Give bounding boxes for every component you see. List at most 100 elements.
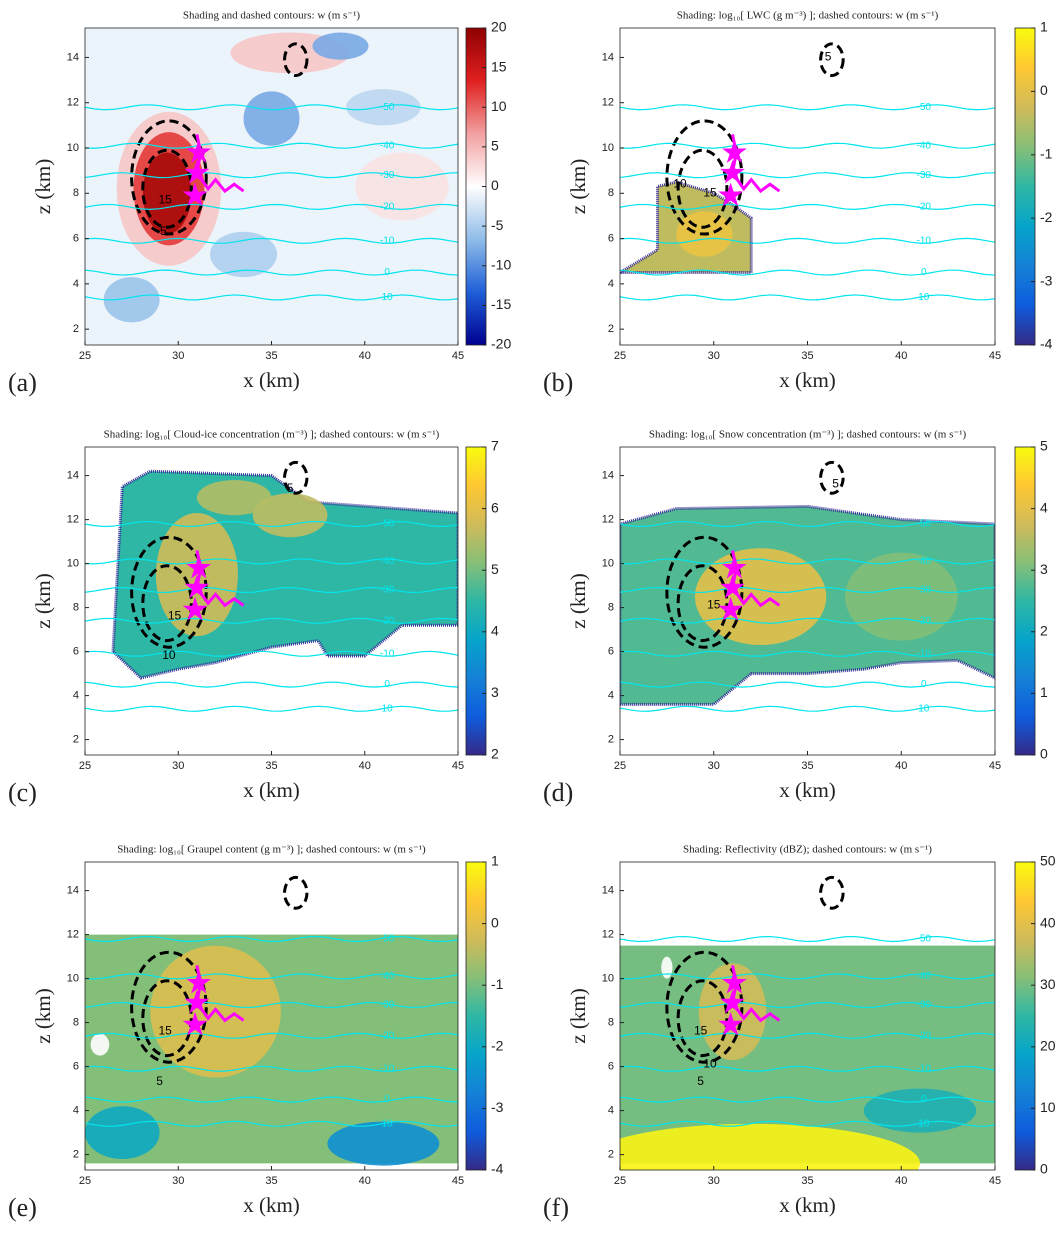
y-tick-label: 8 <box>73 187 79 199</box>
x-tick-label: 40 <box>895 1175 907 1187</box>
isotherm-label: -50 <box>917 102 932 113</box>
title: Shading and dashed contours: w (m s⁻¹) <box>183 10 360 22</box>
isotherm <box>85 558 458 565</box>
isotherm-label: -40 <box>380 971 395 982</box>
isotherm <box>85 203 458 210</box>
colorbar-tick-label: -15 <box>491 296 511 312</box>
x-tick-label: 40 <box>359 760 371 772</box>
isotherm <box>85 104 458 111</box>
isotherm-label: -30 <box>917 170 932 181</box>
shading <box>243 91 300 146</box>
isotherm-label: -30 <box>917 1000 932 1011</box>
isotherm <box>620 1096 995 1103</box>
isotherm-label: 10 <box>382 703 394 714</box>
colorbar-tick-label: 3 <box>1040 561 1048 577</box>
y-tick-label: 10 <box>67 142 79 154</box>
colorbar-tick-label: 4 <box>491 623 499 639</box>
y-tick-label: 12 <box>67 929 79 941</box>
star <box>720 159 745 184</box>
colorbar-tick-label: -1 <box>491 976 504 992</box>
colorbar <box>465 446 487 756</box>
isotherm-label: 10 <box>918 703 930 714</box>
isotherm-label: -30 <box>380 170 395 181</box>
contour-label: 15 <box>159 192 173 206</box>
y-tick-label: 10 <box>67 558 79 570</box>
w-contour <box>283 875 309 910</box>
w-contour <box>676 979 729 1058</box>
isotherm <box>85 1032 458 1039</box>
x-tick-label: 35 <box>265 1175 277 1187</box>
isotherm-label: -40 <box>380 140 395 151</box>
isotherm-label: -20 <box>380 1030 395 1041</box>
colorbar-tick-label: 0 <box>1040 82 1048 98</box>
contour-label: 15 <box>168 609 182 623</box>
colorbar-tick-label: 7 <box>491 438 499 454</box>
y-tick-label: 2 <box>73 323 79 335</box>
isotherm <box>85 973 458 980</box>
y-tick-label: 12 <box>602 97 614 109</box>
colorbar-tick-label: 2 <box>491 746 499 762</box>
isotherm <box>620 935 995 943</box>
y-tick-label: 2 <box>73 1149 79 1161</box>
colorbar-tick-label: 10 <box>1040 1099 1056 1115</box>
isotherm-label: 10 <box>918 1118 930 1129</box>
isotherm-label: -10 <box>917 648 932 659</box>
isotherm <box>620 1032 995 1039</box>
star <box>186 555 212 579</box>
colorbar-tick-label: 0 <box>491 177 499 193</box>
title: Shading: log₁₀[ Cloud-ice concentration … <box>104 429 440 441</box>
shading <box>90 1033 110 1056</box>
plot-area: -50 -40 -30 -20 -10 0 10 15 5 <box>620 460 995 714</box>
isotherm-label: -40 <box>917 140 932 151</box>
isotherm-label: 0 <box>384 267 390 278</box>
contour-label: 15 <box>694 1024 708 1038</box>
isotherm-label: 10 <box>918 292 930 303</box>
isotherm <box>85 617 458 624</box>
isotherm-label: 0 <box>384 1094 390 1105</box>
y-tick-label: 2 <box>608 734 614 746</box>
isotherm <box>620 586 995 594</box>
x-tick-label: 35 <box>265 760 277 772</box>
x-tick-label: 30 <box>172 1175 184 1187</box>
isotherm <box>620 142 995 149</box>
plot-area: -50 -40 -30 -20 -10 0 10 15 5 <box>85 28 458 345</box>
isotherm <box>620 203 995 210</box>
shading <box>620 1123 920 1170</box>
colorbar-tick-label: 20 <box>491 19 507 35</box>
isotherm-label: -40 <box>380 556 395 567</box>
y-tick-label: 14 <box>67 51 79 63</box>
y-tick-label: 6 <box>73 1061 79 1073</box>
x-tick-label: 45 <box>989 350 1001 362</box>
w-contour <box>676 564 729 643</box>
colorbar-tick-label: -2 <box>1040 209 1053 225</box>
colorbar <box>1014 861 1036 1171</box>
star <box>720 989 745 1014</box>
colorbar-tick-label: 6 <box>491 499 499 515</box>
colorbar-tick-label: 15 <box>491 58 507 74</box>
colorbar-tick-label: -4 <box>1040 336 1053 352</box>
colorbar-tick-label: 0 <box>1040 746 1048 762</box>
isotherm-label: -20 <box>380 202 395 213</box>
isotherm <box>620 1120 995 1127</box>
plot-area: -50 -40 -30 -20 -10 0 10 15 5 10 <box>620 42 995 303</box>
star <box>182 596 208 621</box>
x-label: x (km) <box>243 778 300 802</box>
w-contour <box>819 42 845 78</box>
x-label: x (km) <box>779 778 836 802</box>
colorbar-tick-label: 2 <box>1040 623 1048 639</box>
x-label: x (km) <box>779 368 836 392</box>
y-tick-label: 14 <box>67 885 79 897</box>
x-tick-label: 35 <box>801 1175 813 1187</box>
isotherm <box>620 650 995 657</box>
colorbar-tick-label: 1 <box>1040 19 1048 35</box>
colorbar-tick-label: -5 <box>491 217 504 233</box>
isotherm <box>85 237 458 244</box>
w-contour <box>130 119 208 236</box>
colorbar-tick-label: -10 <box>491 256 511 272</box>
isotherm <box>85 269 458 276</box>
x-tick-label: 35 <box>801 760 813 772</box>
w-contour <box>141 979 193 1058</box>
